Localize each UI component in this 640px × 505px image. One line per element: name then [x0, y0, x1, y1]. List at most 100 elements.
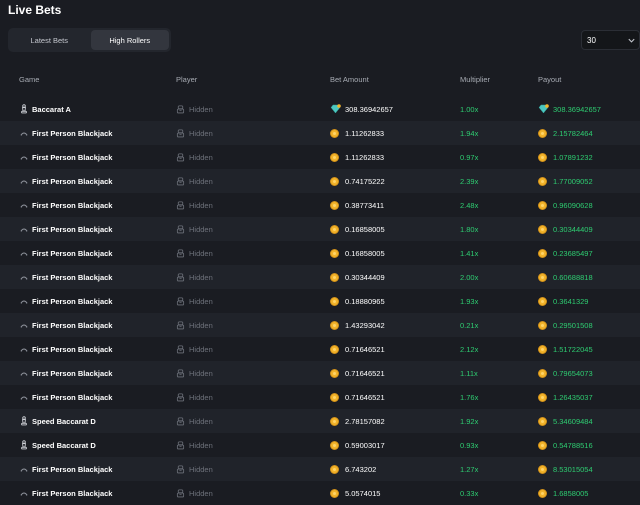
payout-value: 0.96090628	[553, 200, 593, 210]
player-cell: Hidden	[176, 121, 213, 145]
payout-value: 0.3641329	[553, 296, 589, 306]
incognito-icon	[176, 200, 185, 209]
table-row[interactable]: First Person Blackjack Hidden 1.11262833…	[0, 145, 640, 169]
table-row[interactable]: First Person Blackjack Hidden 0.30344409…	[0, 265, 640, 289]
game-cell[interactable]: First Person Blackjack	[19, 337, 112, 361]
table-row[interactable]: Speed Baccarat D Hidden 2.78157082 1.92x…	[0, 409, 640, 433]
coin-icon	[330, 464, 339, 474]
tab-latest-bets[interactable]: Latest Bets	[30, 35, 69, 45]
table-row[interactable]: First Person Blackjack Hidden 6.743202 1…	[0, 457, 640, 481]
game-cell[interactable]: First Person Blackjack	[19, 481, 112, 505]
game-cell[interactable]: First Person Blackjack	[19, 265, 112, 289]
bet-amount-value: 0.59003017	[345, 440, 385, 450]
table-row[interactable]: First Person Blackjack Hidden 0.16858005…	[0, 217, 640, 241]
game-cell[interactable]: First Person Blackjack	[19, 193, 112, 217]
game-cell[interactable]: First Person Blackjack	[19, 361, 112, 385]
payout-cell: 0.30344409	[538, 217, 593, 241]
multiplier-value: 2.39x	[460, 176, 479, 186]
row-count-select[interactable]: 30	[581, 30, 640, 50]
game-cell[interactable]: Speed Baccarat D	[19, 409, 96, 433]
payout-value: 1.26435037	[553, 392, 593, 402]
table-row[interactable]: First Person Blackjack Hidden 1.11262833…	[0, 121, 640, 145]
table-row[interactable]: First Person Blackjack Hidden 0.18880965…	[0, 289, 640, 313]
coin-icon	[538, 392, 547, 402]
bet-amount-value: 0.16858005	[345, 248, 385, 258]
payout-value: 0.29501508	[553, 320, 593, 330]
incognito-icon	[176, 224, 185, 233]
player-cell: Hidden	[176, 337, 213, 361]
column-header-multiplier: Multiplier	[460, 75, 491, 84]
game-cell[interactable]: First Person Blackjack	[19, 241, 112, 265]
game-cell[interactable]: First Person Blackjack	[19, 385, 112, 409]
coin-icon	[330, 368, 339, 378]
payout-cell: 0.54788516	[538, 433, 593, 457]
game-name: Speed Baccarat D	[32, 416, 96, 426]
coin-icon	[538, 200, 547, 210]
payout-cell: 0.79654073	[538, 361, 593, 385]
game-cell[interactable]: First Person Blackjack	[19, 457, 112, 481]
game-cell[interactable]: First Person Blackjack	[19, 289, 112, 313]
table-row[interactable]: First Person Blackjack Hidden 0.71646521…	[0, 337, 640, 361]
incognito-icon	[176, 320, 185, 329]
multiplier-cell: 0.21x	[460, 313, 478, 337]
multiplier-value: 2.12x	[460, 344, 479, 354]
table-row[interactable]: First Person Blackjack Hidden 1.43293042…	[0, 313, 640, 337]
game-cell[interactable]: First Person Blackjack	[19, 121, 112, 145]
bet-amount-cell: 2.78157082	[330, 409, 385, 433]
game-cell[interactable]: Speed Baccarat D	[19, 433, 96, 457]
coin-icon	[538, 176, 547, 186]
coin-icon	[538, 440, 547, 450]
table-row[interactable]: Baccarat A Hidden 308.36942657 1.00x 308…	[0, 97, 640, 121]
bet-amount-cell: 0.16858005	[330, 241, 385, 265]
column-header-player: Player	[176, 75, 198, 84]
payout-cell: 2.15782464	[538, 121, 593, 145]
player-cell: Hidden	[176, 361, 213, 385]
coin-icon	[538, 488, 547, 498]
cards-icon	[19, 200, 29, 210]
game-name: First Person Blackjack	[32, 488, 113, 498]
incognito-icon	[176, 272, 185, 281]
incognito-icon	[176, 368, 185, 377]
bet-amount-value: 308.36942657	[345, 104, 393, 114]
multiplier-cell: 1.41x	[460, 241, 478, 265]
bet-amount-value: 2.78157082	[345, 416, 385, 426]
coin-icon	[330, 344, 339, 354]
bet-amount-value: 5.0574015	[345, 488, 381, 498]
table-row[interactable]: First Person Blackjack Hidden 0.71646521…	[0, 385, 640, 409]
bet-amount-cell: 0.71646521	[330, 361, 385, 385]
coin-icon	[330, 488, 339, 498]
bet-amount-cell: 5.0574015	[330, 481, 380, 505]
bet-amount-value: 0.16858005	[345, 224, 385, 234]
cards-icon	[19, 464, 29, 474]
bet-amount-value: 0.30344409	[345, 272, 385, 282]
game-cell[interactable]: First Person Blackjack	[19, 169, 112, 193]
incognito-icon	[176, 488, 185, 497]
multiplier-cell: 1.93x	[460, 289, 478, 313]
table-row[interactable]: First Person Blackjack Hidden 0.16858005…	[0, 241, 640, 265]
game-cell[interactable]: First Person Blackjack	[19, 217, 112, 241]
coin-icon	[538, 272, 547, 282]
table-row[interactable]: First Person Blackjack Hidden 0.71646521…	[0, 361, 640, 385]
game-name: Baccarat A	[32, 104, 71, 114]
player-cell: Hidden	[176, 97, 213, 121]
multiplier-value: 1.76x	[460, 392, 479, 402]
coin-icon	[538, 248, 547, 258]
game-cell[interactable]: First Person Blackjack	[19, 145, 112, 169]
tab-high-rollers[interactable]: High Rollers	[90, 30, 169, 50]
payout-value: 0.79654073	[553, 368, 593, 378]
multiplier-cell: 0.97x	[460, 145, 478, 169]
payout-cell: 5.34609484	[538, 409, 593, 433]
multiplier-cell: 1.94x	[460, 121, 478, 145]
game-cell[interactable]: Baccarat A	[19, 97, 71, 121]
multiplier-cell: 0.93x	[460, 433, 478, 457]
table-row[interactable]: First Person Blackjack Hidden 0.38773411…	[0, 193, 640, 217]
incognito-icon	[176, 176, 185, 185]
player-name: Hidden	[189, 200, 213, 210]
table-row[interactable]: First Person Blackjack Hidden 5.0574015 …	[0, 481, 640, 505]
table-row[interactable]: Speed Baccarat D Hidden 0.59003017 0.93x…	[0, 433, 640, 457]
column-header-payout: Payout	[538, 75, 562, 84]
table-row[interactable]: First Person Blackjack Hidden 0.74175222…	[0, 169, 640, 193]
cards-icon	[19, 392, 29, 402]
incognito-icon	[176, 416, 185, 425]
game-cell[interactable]: First Person Blackjack	[19, 313, 112, 337]
